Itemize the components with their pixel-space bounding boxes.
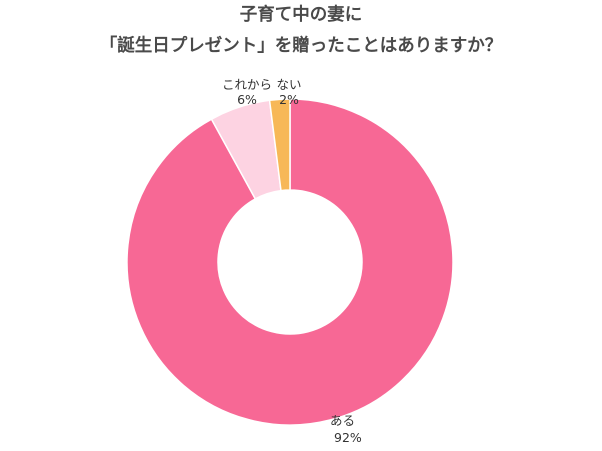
slice-value-label-0: 92% — [334, 430, 362, 445]
donut-slice-2 — [268, 98, 291, 192]
slice-label-1: これから — [222, 77, 272, 92]
slice-value-label-2: 2% — [279, 92, 299, 107]
chart-title-line-1: 子育て中の妻に — [239, 5, 363, 25]
slice-label-0: ある — [330, 413, 355, 428]
donut-slice-0 — [126, 98, 454, 426]
chart-title-line-2: 「誕生日プレゼント」を贈ったことはありますか？ — [99, 36, 503, 56]
donut-slices — [126, 98, 454, 426]
slice-value-label-1: 6% — [237, 92, 257, 107]
slice-label-2: ない — [276, 77, 301, 92]
